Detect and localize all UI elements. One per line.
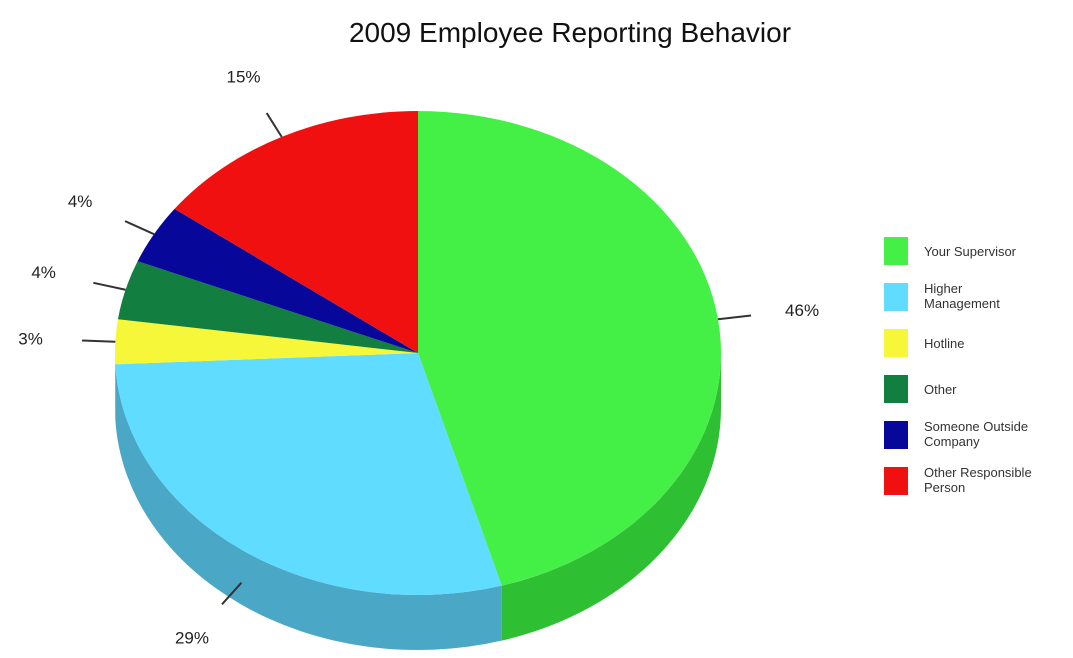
pie-top-faces	[115, 111, 721, 595]
leader-line-higher-management	[221, 581, 243, 605]
legend-label: Other Responsible	[924, 465, 1032, 480]
legend-label: Your Supervisor	[924, 244, 1017, 259]
slice-label-your-supervisor: 46%	[785, 301, 819, 320]
legend-label: Other	[924, 382, 957, 397]
slice-label-other: 4%	[31, 263, 56, 282]
legend-label: Higher	[924, 281, 963, 296]
legend-swatch-other-responsible-person	[884, 467, 908, 495]
pie-side-walls	[115, 353, 721, 650]
slice-label-higher-management: 29%	[175, 629, 209, 648]
legend-label: Someone Outside	[924, 419, 1028, 434]
slice-label-hotline: 3%	[18, 330, 43, 349]
legend-swatch-hotline	[884, 329, 908, 357]
leader-line-your-supervisor	[717, 314, 752, 321]
legend-swatch-higher-management	[884, 283, 908, 311]
legend-label: Management	[924, 296, 1000, 311]
chart-title: 2009 Employee Reporting Behavior	[349, 17, 791, 48]
pie-side-your-supervisor	[501, 353, 721, 641]
leader-line-someone-outside-company	[124, 220, 155, 236]
legend-label: Person	[924, 480, 965, 495]
pie-slice-other	[117, 261, 418, 353]
leader-line-hotline	[81, 339, 116, 343]
legend-swatch-other	[884, 375, 908, 403]
pie-side-higher-management	[115, 364, 502, 650]
pie-slice-other-responsible-person	[174, 111, 418, 353]
pie-slice-higher-management	[115, 353, 502, 595]
slice-label-someone-outside-company: 4%	[68, 192, 93, 211]
leader-line-other	[93, 281, 126, 291]
legend-swatch-your-supervisor	[884, 237, 908, 265]
pie-slice-your-supervisor	[418, 111, 721, 586]
slice-labels: 46% 29% 3% 4% 4% 15%	[18, 67, 819, 647]
leader-line-other-responsible-person	[265, 112, 283, 138]
legend-item-your-supervisor: Your Supervisor	[884, 237, 1017, 265]
legend-label: Company	[924, 434, 980, 449]
pie-slice-hotline	[115, 319, 419, 365]
legend-item-other: Other	[884, 375, 957, 403]
pie-slice-someone-outside-company	[137, 208, 418, 353]
legend-swatch-someone-outside-company	[884, 421, 908, 449]
slice-label-other-responsible-person: 15%	[227, 67, 261, 86]
legend-label: Hotline	[924, 336, 964, 351]
legend-item-hotline: Hotline	[884, 329, 964, 357]
